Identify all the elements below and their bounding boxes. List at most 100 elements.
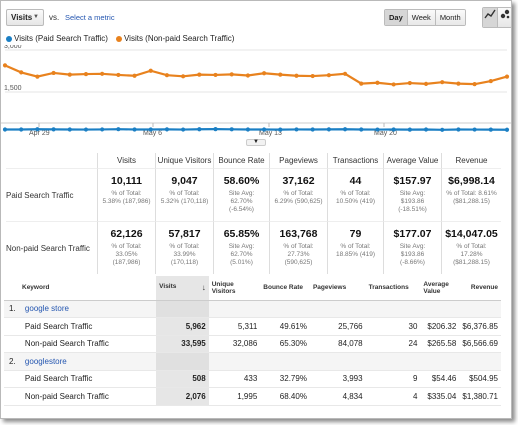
column-header-bounce-rate[interactable]: Bounce Rate bbox=[260, 276, 310, 301]
scorecard-value: 79 bbox=[349, 228, 362, 240]
data-point-paid bbox=[67, 127, 72, 132]
series-line-nonpaid bbox=[4, 64, 508, 86]
table-row: Paid Search Traffic 5,962 5,311 49.61% 2… bbox=[4, 317, 501, 336]
keyword-link[interactable]: google store bbox=[21, 300, 157, 318]
data-point-paid bbox=[213, 127, 218, 132]
motion-chart-icon[interactable] bbox=[497, 8, 511, 27]
column-header-revenue[interactable]: Revenue bbox=[459, 276, 501, 301]
scorecard-sub: 27.73% bbox=[287, 251, 310, 258]
keyword-link[interactable]: googlestore bbox=[21, 352, 157, 371]
data-point-nonpaid bbox=[440, 80, 445, 85]
scorecard-value: 163,768 bbox=[279, 228, 318, 240]
data-point-nonpaid bbox=[261, 71, 267, 76]
scorecard-value: 44 bbox=[349, 175, 362, 187]
scorecard-sub: (590,625) bbox=[284, 259, 313, 266]
bounce-rate-cell: 65.30% bbox=[260, 335, 310, 353]
data-point-nonpaid bbox=[472, 82, 477, 87]
scorecard-sub: % of Total: bbox=[340, 243, 371, 250]
column-header-visits[interactable]: Visits ↓ bbox=[156, 276, 209, 301]
data-point-nonpaid bbox=[229, 72, 234, 77]
sort-descending-icon: ↓ bbox=[201, 283, 206, 293]
data-point-nonpaid bbox=[488, 78, 493, 84]
unique-visitors-cell: 433 bbox=[208, 370, 261, 388]
scorecard-header-transactions: Transactions bbox=[327, 153, 383, 168]
legend-item-nonpaid[interactable]: Visits (Non-paid Search Traffic) bbox=[115, 34, 235, 43]
scorecard-cell: $6,998.14 % of Total: 8.61% ($81,288.15) bbox=[441, 168, 501, 221]
column-header-keyword[interactable]: Keyword bbox=[4, 276, 157, 301]
data-point-nonpaid bbox=[181, 74, 186, 79]
table-cell bbox=[156, 352, 209, 371]
table-cell bbox=[208, 300, 501, 318]
line-chart-icon[interactable] bbox=[483, 8, 497, 27]
data-point-paid bbox=[294, 127, 299, 132]
keyword-table: Keyword Visits ↓ Unique Visitors Bounce … bbox=[1, 276, 511, 406]
data-point-paid bbox=[245, 127, 251, 132]
select-metric-link[interactable]: Select a metric bbox=[65, 13, 115, 22]
scorecard-value: $6,998.14 bbox=[448, 175, 495, 187]
scorecard-corner bbox=[6, 153, 97, 168]
data-point-paid bbox=[359, 127, 364, 132]
data-point-nonpaid bbox=[375, 80, 380, 85]
data-point-paid bbox=[278, 127, 283, 132]
scorecard-header-unique-visitors: Unique Visitors bbox=[155, 153, 213, 168]
scorecard-value: 58.60% bbox=[223, 175, 260, 187]
bounce-rate-cell: 32.79% bbox=[260, 370, 310, 388]
scorecard-sub: (-8.66%) bbox=[400, 259, 425, 266]
table-cell bbox=[208, 352, 501, 371]
data-point-nonpaid bbox=[423, 81, 429, 86]
column-header-pageviews[interactable]: Pageviews bbox=[309, 276, 366, 301]
table-group-row: 1. google store bbox=[4, 300, 501, 318]
scorecard-sub: (-18.51%) bbox=[398, 206, 427, 213]
group-index: 1. bbox=[4, 300, 22, 318]
visits-cell: 2,076 bbox=[156, 387, 209, 406]
data-point-paid bbox=[342, 127, 348, 132]
scorecard-sub: 62.70% bbox=[230, 198, 253, 205]
scorecard-cell: 44 % of Total: 10.50% (419) bbox=[327, 168, 383, 221]
keyword-link-label[interactable]: google store bbox=[24, 304, 69, 314]
data-point-nonpaid bbox=[326, 73, 331, 78]
pageviews-cell: 4,834 bbox=[309, 387, 366, 406]
scorecard-cell: 58.60% Site Avg: 62.70% (-6.54%) bbox=[213, 168, 269, 221]
legend-item-paid[interactable]: Visits (Paid Search Traffic) bbox=[6, 34, 108, 43]
scorecard-sub: 6.29% (590,625) bbox=[274, 198, 323, 205]
transactions-cell: 9 bbox=[365, 370, 421, 388]
analytics-panel: Visits ▼ vs. Select a metric Day Week Mo… bbox=[0, 0, 512, 419]
series-line-paid bbox=[4, 127, 508, 131]
x-tick-label: May 6 bbox=[143, 130, 162, 137]
scorecard-sub: 10.50% (419) bbox=[335, 198, 376, 205]
data-point-paid bbox=[116, 127, 121, 132]
scorecard-value: $14,047.05 bbox=[445, 228, 498, 240]
keyword-link-label[interactable]: googlestore bbox=[24, 356, 67, 366]
scorecard-sub: $193.86 bbox=[400, 251, 425, 258]
pageviews-cell: 3,993 bbox=[309, 370, 366, 388]
period-month-button[interactable]: Month bbox=[434, 10, 465, 25]
collapse-chart-button[interactable]: ▼ bbox=[246, 139, 266, 146]
y-tick-label: 3,000 bbox=[4, 45, 22, 50]
column-header-average-value[interactable]: Average Value bbox=[420, 276, 460, 301]
scorecard-sub: Site Avg: bbox=[399, 243, 426, 250]
data-point-paid bbox=[197, 127, 202, 132]
data-point-nonpaid bbox=[407, 80, 412, 86]
metric-dropdown[interactable]: Visits ▼ bbox=[6, 9, 44, 26]
legend-nonpaid-label: Visits (Non-paid Search Traffic) bbox=[123, 34, 235, 43]
data-point-paid bbox=[51, 127, 56, 132]
period-week-button[interactable]: Week bbox=[406, 10, 435, 25]
period-day-button[interactable]: Day bbox=[385, 10, 407, 25]
table-cell bbox=[4, 370, 22, 388]
chevron-down-icon: ▼ bbox=[33, 14, 39, 20]
transactions-cell: 4 bbox=[365, 387, 421, 406]
data-point-paid bbox=[488, 127, 493, 132]
data-point-paid bbox=[2, 127, 8, 132]
table-header-row: Keyword Visits ↓ Unique Visitors Bounce … bbox=[4, 276, 501, 301]
column-header-transactions[interactable]: Transactions bbox=[365, 276, 421, 301]
scorecard-value: 57,817 bbox=[168, 228, 201, 240]
scorecard-sub: 62.70% bbox=[230, 251, 253, 258]
table-row: Non-paid Search Traffic 33,595 32,086 65… bbox=[4, 335, 501, 353]
data-point-paid bbox=[423, 127, 429, 132]
data-point-nonpaid bbox=[67, 72, 72, 77]
column-header-unique-visitors[interactable]: Unique Visitors bbox=[208, 276, 261, 301]
scorecard-value: $157.97 bbox=[393, 175, 432, 187]
scorecard-sub: % of Total: bbox=[340, 190, 371, 197]
scorecard-cell: 9,047 % of Total: 5.32% (170,118) bbox=[155, 168, 213, 221]
transactions-cell: 24 bbox=[365, 335, 421, 353]
